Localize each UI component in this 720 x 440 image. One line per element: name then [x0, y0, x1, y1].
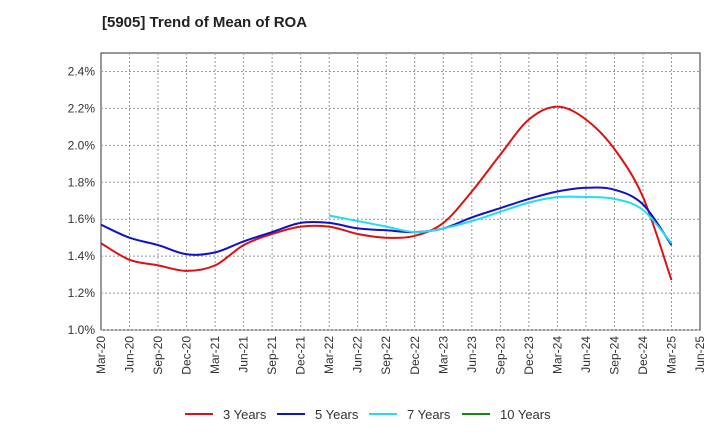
x-tick-label: Mar-22	[322, 336, 336, 374]
y-tick-label: 2.4%	[68, 64, 96, 78]
series-line-7-years	[329, 195, 673, 244]
x-tick-label: Dec-21	[294, 336, 308, 375]
chart-title: [5905] Trend of Mean of ROA	[102, 14, 308, 31]
plot-area	[100, 52, 701, 331]
x-tick-label: Sep-23	[493, 336, 507, 375]
x-tick-label: Jun-20	[123, 336, 137, 373]
series-line-5-years	[100, 186, 673, 256]
y-tick-label: 2.0%	[68, 138, 96, 152]
x-tick-label: Mar-24	[550, 336, 564, 374]
series-line-3-years	[100, 105, 673, 281]
x-tick-label: Sep-20	[151, 336, 165, 375]
x-tick-label: Dec-20	[180, 336, 194, 375]
legend-label: 7 Years	[407, 407, 451, 422]
y-tick-label: 1.8%	[68, 175, 96, 189]
y-axis-ticks: 1.0% 1.2% 1.4% 1.6% 1.8% 2.0% 2.2% 2.4%	[68, 64, 96, 337]
x-tick-label: Mar-25	[664, 336, 678, 374]
x-tick-label: Mar-20	[94, 336, 108, 374]
x-tick-label: Sep-21	[265, 336, 279, 375]
y-tick-label: 1.0%	[68, 323, 96, 337]
x-tick-label: Mar-23	[436, 336, 450, 374]
x-tick-label: Jun-23	[465, 336, 479, 373]
series-lines	[100, 105, 673, 281]
y-tick-label: 2.2%	[68, 101, 96, 115]
x-tick-label: Dec-23	[522, 336, 536, 375]
x-tick-label: Dec-22	[408, 336, 422, 375]
x-tick-label: Jun-21	[237, 336, 251, 373]
x-tick-label: Jun-25	[693, 336, 707, 373]
legend-label: 10 Years	[500, 407, 551, 422]
x-tick-label: Jun-24	[579, 336, 593, 373]
x-tick-label: Jun-22	[351, 336, 365, 373]
legend-label: 5 Years	[315, 407, 359, 422]
x-tick-label: Sep-22	[379, 336, 393, 375]
x-tick-label: Sep-24	[607, 336, 621, 375]
x-tick-label: Dec-24	[636, 336, 650, 375]
legend-label: 3 Years	[223, 407, 267, 422]
y-tick-label: 1.6%	[68, 212, 96, 226]
y-tick-label: 1.2%	[68, 286, 96, 300]
legend: 3 Years 5 Years 7 Years 10 Years	[185, 407, 551, 422]
x-axis-ticks: Mar-20 Jun-20 Sep-20 Dec-20 Mar-21 Jun-21 Sep-…	[94, 336, 707, 375]
x-tick-label: Mar-21	[208, 336, 222, 374]
y-tick-label: 1.4%	[68, 249, 96, 263]
